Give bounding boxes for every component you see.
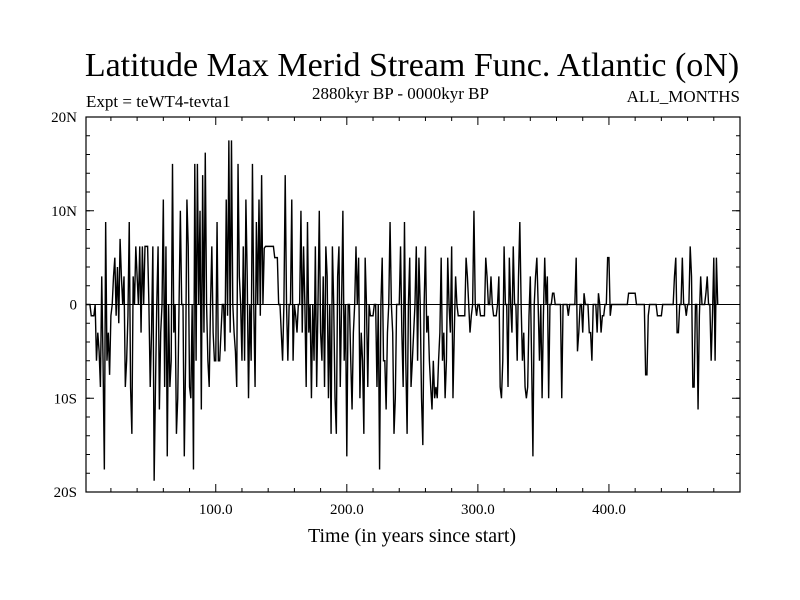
x-tick-label: 300.0 <box>461 502 495 518</box>
x-tick-label: 200.0 <box>330 502 364 518</box>
x-tick-label: 100.0 <box>199 502 233 518</box>
y-tick-label: 20N <box>51 110 77 126</box>
y-tick-label: 20S <box>54 485 77 501</box>
y-tick-label: 10N <box>51 204 77 220</box>
series-group <box>86 140 719 481</box>
x-axis-label: Time (in years since start) <box>308 525 516 547</box>
y-tick-label: 10S <box>54 391 77 407</box>
series-line <box>86 140 719 481</box>
time-range-label: 2880kyr BP - 0000kyr BP <box>312 84 489 103</box>
experiment-label: Expt = teWT4-tevta1 <box>86 92 231 111</box>
y-tick-label: 0 <box>70 298 78 314</box>
x-tick-label: 400.0 <box>592 502 626 518</box>
axes: 20N 10N 0 10S 20S 100.0 200.0 300.0 400.0 <box>51 110 741 518</box>
chart-title: Latitude Max Merid Stream Func. Atlantic… <box>84 47 740 84</box>
months-label: ALL_MONTHS <box>626 87 740 106</box>
